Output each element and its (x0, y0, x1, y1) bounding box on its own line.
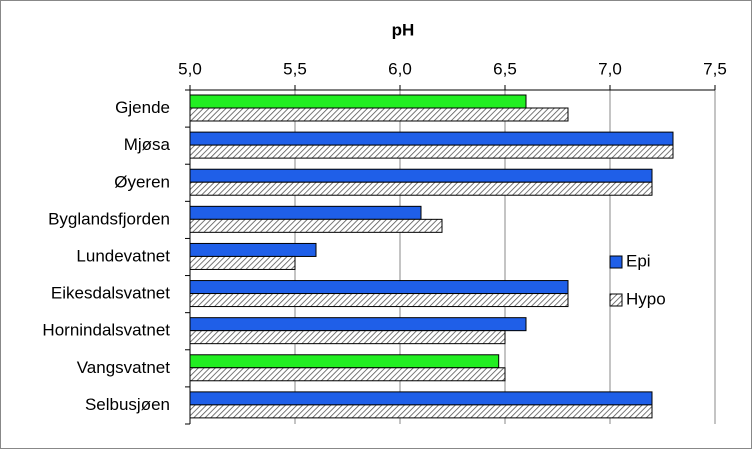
y-tick-label: Selbusjøen (85, 395, 170, 414)
bar (189, 317, 527, 332)
y-tick-label: Gjende (115, 98, 170, 117)
y-tick-label: Byglandsfjorden (48, 209, 170, 228)
bar (189, 330, 506, 345)
bar (189, 242, 317, 257)
y-tick-label: Øyeren (114, 172, 170, 191)
chart-title: pH (392, 20, 415, 39)
x-tick-label: 6,0 (388, 59, 412, 78)
x-tick-label: 7,0 (598, 59, 622, 78)
y-tick-label: Lundevatnet (76, 246, 170, 265)
bar (189, 354, 500, 369)
bar (189, 391, 653, 406)
bar (189, 404, 653, 419)
bar (189, 218, 443, 233)
y-tick-label: Vangsvatnet (77, 358, 171, 377)
legend-label: Hypo (626, 289, 666, 308)
x-tick-label: 5,5 (283, 59, 307, 78)
bar (189, 144, 674, 159)
bar (189, 107, 569, 122)
bar (189, 131, 674, 146)
bar (189, 205, 422, 220)
bar (189, 168, 653, 183)
bar (189, 255, 296, 270)
bar (189, 293, 569, 308)
bar (189, 280, 569, 295)
x-tick-label: 5,0 (178, 59, 202, 78)
legend-label: Epi (626, 251, 651, 270)
y-tick-label: Hornindalsvatnet (42, 321, 170, 340)
bar (189, 94, 527, 109)
y-tick-label: Eikesdalsvatnet (51, 284, 170, 303)
legend-swatch (609, 293, 623, 307)
bar (189, 181, 653, 196)
x-tick-label: 6,5 (493, 59, 517, 78)
bar (189, 367, 506, 382)
y-tick-label: Mjøsa (124, 135, 171, 154)
x-tick-label: 7,5 (703, 59, 727, 78)
legend-swatch (609, 255, 623, 269)
